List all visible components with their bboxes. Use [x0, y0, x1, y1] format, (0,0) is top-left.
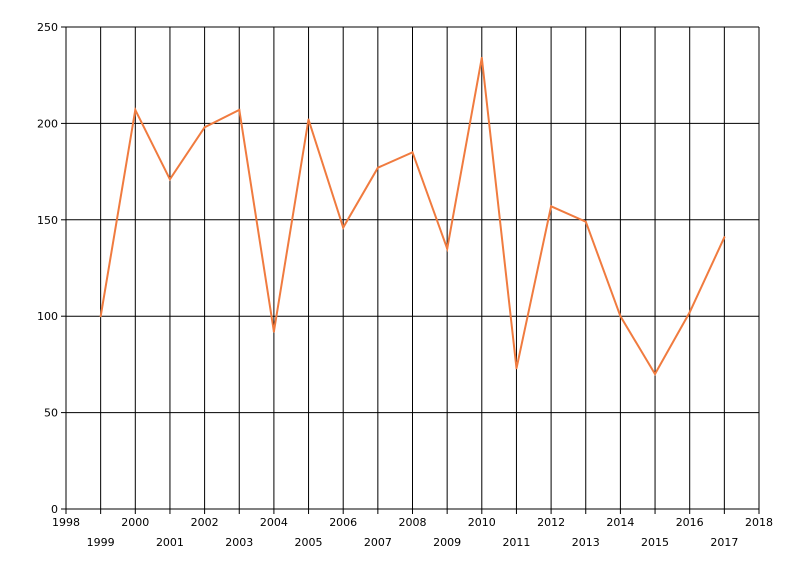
x-tick-label-2010: 2010 — [468, 516, 496, 529]
data-point-2017 — [723, 236, 726, 239]
x-tick-label-2006: 2006 — [329, 516, 357, 529]
data-point-2009 — [446, 247, 449, 250]
y-tick-label-100: 100 — [37, 310, 58, 323]
x-tick-label-2008: 2008 — [399, 516, 427, 529]
data-point-2000 — [134, 108, 137, 111]
y-tick-label-150: 150 — [37, 214, 58, 227]
axes — [61, 26, 760, 514]
x-tick-label-2004: 2004 — [260, 516, 288, 529]
x-tick-label-2011: 2011 — [502, 536, 530, 549]
data-point-2016 — [688, 311, 691, 314]
x-tick-label-1999: 1999 — [87, 536, 115, 549]
data-point-2001 — [168, 178, 171, 181]
data-point-2008 — [411, 151, 414, 154]
x-tick-label-2002: 2002 — [191, 516, 219, 529]
data-point-2003 — [238, 108, 241, 111]
y-tick-label-0: 0 — [51, 503, 58, 516]
series-layer — [99, 56, 726, 376]
data-point-2010 — [480, 56, 483, 59]
x-tick-label-2014: 2014 — [606, 516, 634, 529]
x-tick-label-2018: 2018 — [745, 516, 773, 529]
data-point-2004 — [272, 330, 275, 333]
data-point-2011 — [515, 367, 518, 370]
x-tick-label-2001: 2001 — [156, 536, 184, 549]
data-point-2015 — [654, 373, 657, 376]
x-tick-label-2017: 2017 — [710, 536, 738, 549]
data-point-1999 — [99, 315, 102, 318]
x-tick-label-2009: 2009 — [433, 536, 461, 549]
data-point-2013 — [584, 220, 587, 223]
y-tick-label-200: 200 — [37, 117, 58, 130]
x-tick-label-2013: 2013 — [572, 536, 600, 549]
x-tick-label-2007: 2007 — [364, 536, 392, 549]
x-tick-label-2015: 2015 — [641, 536, 669, 549]
y-tick-label-250: 250 — [37, 21, 58, 34]
x-tick-label-1998: 1998 — [52, 516, 80, 529]
data-point-2006 — [342, 226, 345, 229]
y-tick-label-50: 50 — [44, 407, 58, 420]
x-tick-label-2005: 2005 — [295, 536, 323, 549]
data-point-2002 — [203, 126, 206, 129]
tick-labels: 0 50 100 150 200 250 1998 1999 2000 2001 2002 2003 2… — [37, 21, 773, 549]
x-tick-label-2000: 2000 — [121, 516, 149, 529]
data-point-2012 — [550, 205, 553, 208]
x-tick-label-2003: 2003 — [225, 536, 253, 549]
data-point-2007 — [376, 166, 379, 169]
data-point-2005 — [307, 118, 310, 121]
x-tick-label-2016: 2016 — [676, 516, 704, 529]
data-point-2014 — [619, 315, 622, 318]
x-tick-label-2012: 2012 — [537, 516, 565, 529]
grid — [66, 26, 760, 509]
